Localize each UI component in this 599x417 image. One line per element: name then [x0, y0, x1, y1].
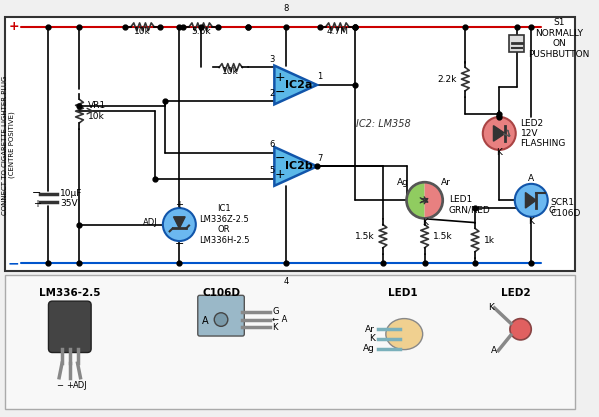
Text: Ag: Ag [397, 178, 409, 187]
Text: 2.2k: 2.2k [437, 75, 456, 84]
Text: 3: 3 [269, 55, 274, 64]
Text: A: A [496, 110, 503, 118]
Text: −: − [175, 239, 184, 249]
Text: 4: 4 [283, 277, 289, 286]
FancyBboxPatch shape [198, 295, 244, 336]
Circle shape [214, 313, 228, 327]
FancyBboxPatch shape [509, 35, 525, 52]
Text: 10μF
35V: 10μF 35V [60, 188, 83, 208]
FancyBboxPatch shape [49, 301, 91, 352]
Text: −: − [56, 381, 63, 389]
Text: G: G [549, 206, 556, 214]
Text: +: + [66, 381, 73, 389]
Wedge shape [425, 183, 442, 218]
Text: K: K [489, 304, 494, 312]
Text: −: − [275, 152, 285, 165]
Text: IC2a: IC2a [285, 80, 312, 90]
Text: G: G [273, 307, 279, 317]
Circle shape [163, 208, 196, 241]
Text: LED2: LED2 [501, 289, 531, 299]
Text: ← A: ← A [273, 315, 288, 324]
Ellipse shape [386, 319, 423, 349]
Text: LED1
GRN/RED: LED1 GRN/RED [449, 196, 491, 215]
Circle shape [406, 182, 443, 219]
FancyBboxPatch shape [5, 275, 575, 409]
Text: SCR1
C106D: SCR1 C106D [550, 198, 581, 218]
Ellipse shape [510, 319, 531, 340]
Text: A: A [491, 346, 498, 355]
Text: −: − [32, 188, 41, 198]
Text: LM336-2.5: LM336-2.5 [39, 289, 101, 299]
Text: +: + [33, 199, 41, 209]
Text: K: K [528, 217, 534, 226]
Circle shape [515, 184, 547, 217]
Text: IC1
LM336Z-2.5
OR
LM336H-2.5: IC1 LM336Z-2.5 OR LM336H-2.5 [199, 204, 249, 245]
Text: ADJ: ADJ [143, 218, 158, 227]
Text: 1.5k: 1.5k [433, 232, 453, 241]
Text: 10k: 10k [134, 27, 151, 35]
Text: +: + [275, 71, 286, 84]
Text: S1
NORMALLY
ON
PUSHBUTTON: S1 NORMALLY ON PUSHBUTTON [528, 18, 590, 58]
Text: LED1: LED1 [388, 289, 417, 299]
Polygon shape [525, 193, 536, 208]
Text: IC2: LM358: IC2: LM358 [356, 119, 410, 129]
Polygon shape [494, 126, 505, 141]
Polygon shape [174, 217, 185, 229]
Text: C106D: C106D [202, 289, 240, 299]
Text: Ar: Ar [365, 325, 375, 334]
Text: 2: 2 [269, 88, 274, 98]
Text: 6: 6 [269, 140, 274, 149]
Text: VR1
10k: VR1 10k [88, 101, 107, 121]
Text: CONNECT TO CIGARETTE LIGHTER PLUG
(CENTRE POSITIVE): CONNECT TO CIGARETTE LIGHTER PLUG (CENTR… [2, 75, 16, 215]
Text: 5: 5 [269, 166, 274, 175]
Text: 1.5k: 1.5k [355, 232, 374, 241]
Polygon shape [274, 147, 317, 186]
Text: K: K [422, 218, 428, 227]
Polygon shape [274, 65, 317, 104]
Text: −: − [8, 256, 19, 270]
Text: +: + [8, 20, 19, 33]
Text: 4.7M: 4.7M [326, 27, 349, 35]
Wedge shape [407, 183, 425, 218]
Circle shape [483, 117, 516, 150]
FancyBboxPatch shape [5, 17, 575, 271]
Text: −: − [275, 86, 285, 99]
Text: ADJ: ADJ [73, 381, 88, 389]
Text: 1: 1 [317, 72, 322, 81]
Text: +: + [275, 168, 286, 181]
Text: +: + [176, 200, 183, 210]
Text: 5.6k: 5.6k [191, 27, 210, 35]
Text: K: K [497, 148, 502, 157]
Text: IC2b: IC2b [285, 161, 313, 171]
Text: 10k: 10k [222, 67, 239, 76]
Text: A: A [202, 317, 209, 327]
Text: LED2
12V
FLASHING: LED2 12V FLASHING [521, 118, 566, 148]
Text: K: K [273, 323, 278, 332]
Text: A: A [528, 174, 534, 183]
Text: Ag: Ag [364, 344, 375, 353]
Text: 7: 7 [317, 153, 322, 163]
Text: K: K [370, 334, 375, 344]
Text: 1k: 1k [484, 236, 495, 244]
Text: 8: 8 [283, 4, 289, 13]
Text: Ar: Ar [441, 178, 451, 187]
